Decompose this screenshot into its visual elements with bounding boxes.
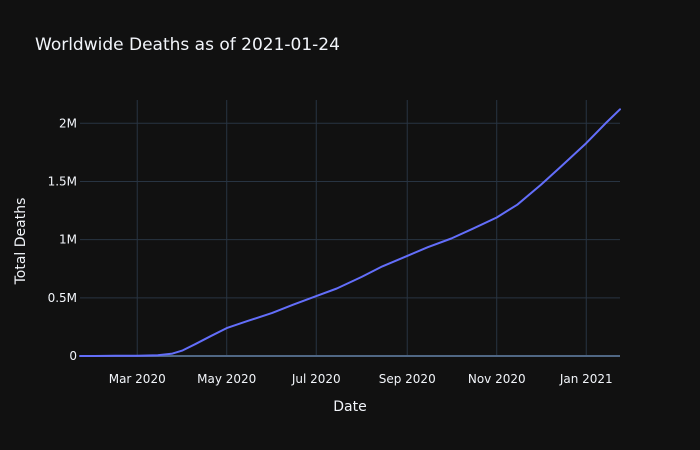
- y-tick-label: 0: [69, 349, 77, 363]
- grid: [80, 100, 620, 357]
- y-tick-label: 1M: [59, 233, 77, 247]
- y-axis-ticks: 0 0.5M 1M 1.5M 2M: [48, 116, 77, 363]
- x-tick-label: Jan 2021: [559, 372, 613, 386]
- y-axis-title: Total Deaths: [13, 198, 29, 286]
- x-tick-label: Sep 2020: [379, 372, 436, 386]
- series-line: [79, 108, 621, 357]
- y-tick-label: 1.5M: [48, 174, 77, 188]
- x-tick-label: Nov 2020: [468, 372, 526, 386]
- x-tick-label: Jul 2020: [291, 372, 341, 386]
- series-layer: [79, 108, 621, 357]
- chart-title: Worldwide Deaths as of 2021-01-24: [35, 35, 340, 55]
- y-tick-label: 2M: [59, 116, 77, 130]
- x-tick-label: Mar 2020: [109, 372, 166, 386]
- x-axis-title: Date: [333, 399, 366, 415]
- x-tick-label: May 2020: [197, 372, 256, 386]
- y-tick-label: 0.5M: [48, 291, 77, 305]
- x-axis-ticks: Mar 2020 May 2020 Jul 2020 Sep 2020 Nov 2020…: [109, 372, 613, 386]
